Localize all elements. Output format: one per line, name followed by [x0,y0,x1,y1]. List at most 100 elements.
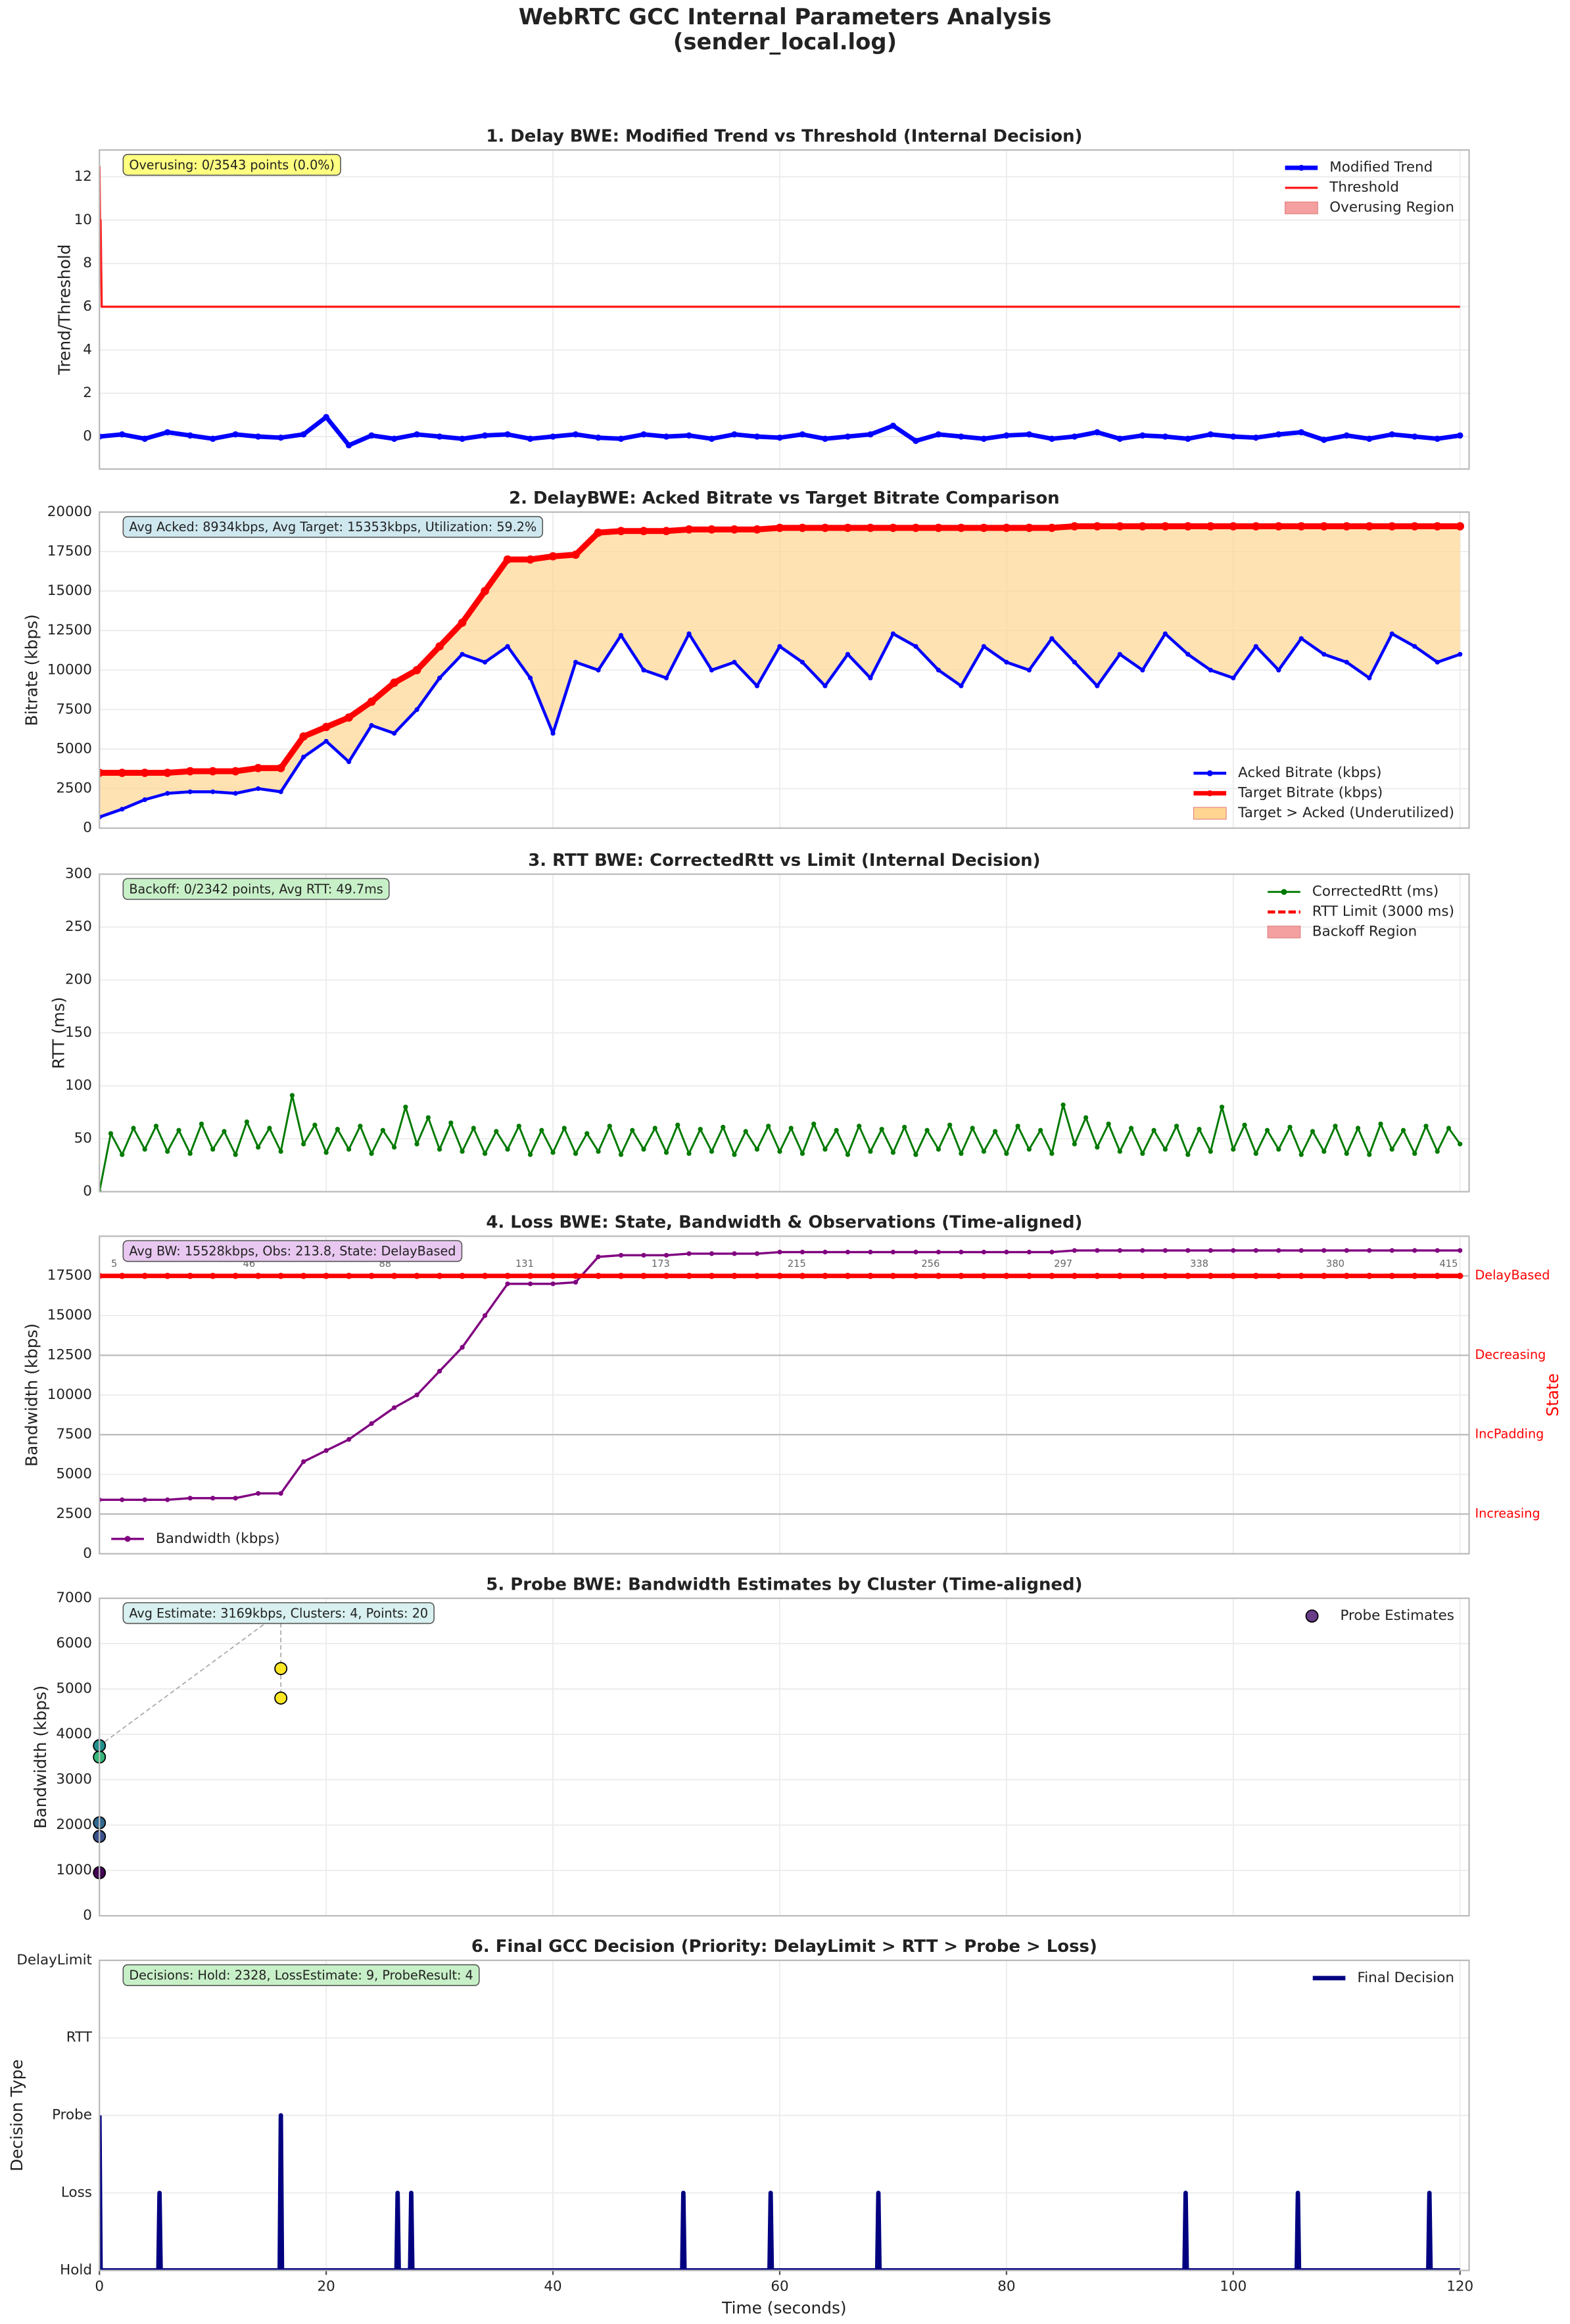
marker [776,434,783,441]
marker [902,1124,907,1130]
legend-marker [1298,164,1304,171]
marker [1366,435,1373,442]
marker [1197,1127,1202,1132]
marker [957,523,966,533]
marker [301,1141,306,1147]
index-label: 215 [788,1258,806,1269]
y-axis-label: Decision Type [7,2059,26,2171]
marker [435,642,444,651]
marker [1344,1248,1349,1253]
marker [1071,433,1078,440]
marker [210,789,216,794]
marker [890,422,897,429]
marker [187,432,193,439]
marker [1004,659,1009,665]
marker [1321,437,1327,443]
marker [1083,1115,1089,1120]
marker [1072,1141,1077,1147]
marker [573,1151,579,1156]
marker [867,431,874,438]
marker [1093,522,1102,531]
marker [414,1272,420,1279]
marker [753,525,761,534]
marker [1458,652,1463,657]
marker [1310,1129,1316,1134]
marker [1410,522,1419,531]
legend-label: Target > Acked (Underutilized) [1237,805,1454,821]
marker [165,1149,170,1154]
annotation: Avg Acked: 8934kbps, Avg Target: 15353kb… [129,519,536,534]
y-tick-label: 8 [83,255,92,272]
marker [1367,1248,1372,1253]
marker [1230,433,1237,440]
marker [140,769,149,777]
marker [980,435,987,442]
marker [1253,1248,1258,1253]
marker [176,1127,181,1133]
marker [1049,435,1055,442]
marker [254,763,262,772]
marker [1002,523,1011,533]
marker [436,433,443,440]
marker [516,1124,521,1129]
marker [504,431,511,438]
marker [1343,432,1350,439]
marker [845,1152,851,1157]
marker [482,659,488,665]
marker [233,1496,238,1501]
marker [686,631,692,636]
marker [392,1405,397,1410]
marker [1116,522,1124,531]
marker [822,435,828,442]
marker [947,1122,953,1127]
marker [732,1251,737,1256]
marker [777,1149,782,1154]
marker [222,1129,227,1134]
marker [1208,1248,1213,1253]
marker [1411,1272,1418,1279]
marker [845,652,851,657]
legend-marker [1206,790,1213,797]
annotation-box [122,1602,435,1624]
marker [548,552,558,561]
marker [834,1127,839,1133]
marker [868,1149,873,1154]
marker [799,1151,805,1156]
marker [1400,1127,1406,1133]
marker [1275,431,1282,438]
marker [617,1272,625,1279]
marker [256,786,261,792]
marker [618,1252,624,1258]
index-label: 131 [515,1258,534,1269]
marker [1095,1248,1100,1253]
marker [1139,1272,1146,1279]
panel-title: 1. Delay BWE: Modified Trend vs Threshol… [486,126,1082,146]
y-tick-label: 0 [83,428,92,444]
marker [131,1126,136,1131]
plot-frame [99,149,1470,470]
marker [821,523,830,533]
y-axis-label: Bandwidth (kbps) [31,1686,50,1829]
marker [1116,1272,1124,1279]
marker [709,667,715,673]
index-label: 338 [1190,1258,1208,1269]
marker [120,1497,125,1502]
y-tick-label: 6000 [56,1635,92,1651]
y-tick-label: 15000 [47,582,92,599]
marker [1456,432,1463,439]
marker [799,431,806,438]
y-tick-label: 5000 [56,1680,92,1697]
panel-title: 4. Loss BWE: State, Bandwidth & Observat… [486,1213,1082,1233]
marker [232,431,239,438]
marker [358,1124,363,1129]
marker [244,1119,250,1124]
marker [505,644,510,649]
marker [936,1249,941,1255]
y-tick-label: RTT [66,2029,93,2046]
marker [1355,1126,1361,1131]
marker [1128,1126,1134,1131]
marker [1252,434,1260,441]
marker [1231,1248,1236,1253]
marker [323,1272,329,1279]
marker [1185,435,1191,442]
